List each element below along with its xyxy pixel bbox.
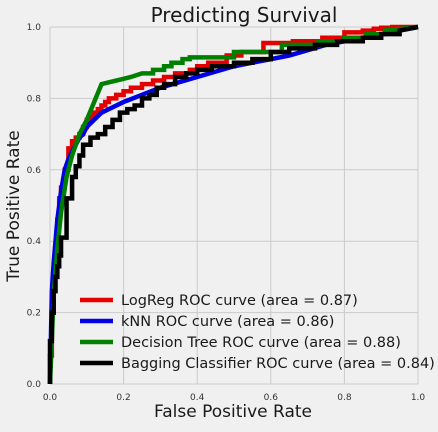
roc-curve-1: [47, 24, 419, 385]
legend-label-3: Bagging Classifier ROC curve (area = 0.8…: [121, 356, 435, 372]
curves: [47, 24, 419, 385]
x-tick-label: 0.8: [337, 393, 352, 403]
y-tick-label: 1.0: [27, 23, 42, 33]
y-tick-label: 0.0: [27, 380, 42, 390]
x-tick-label: 0.2: [116, 393, 130, 403]
legend-label-1: kNN ROC curve (area = 0.86): [121, 314, 334, 330]
legend-label-0: LogReg ROC curve (area = 0.87): [121, 293, 358, 309]
legend: LogReg ROC curve (area = 0.87) kNN ROC cu…: [80, 293, 435, 372]
grid: [49, 26, 419, 385]
x-tick-label: 0.4: [190, 393, 205, 403]
legend-label-2: Decision Tree ROC curve (area = 0.88): [121, 335, 401, 351]
y-tick-label: 0.8: [27, 94, 42, 104]
y-tick-label: 0.4: [27, 237, 42, 247]
chart-title: Predicting Survival: [151, 3, 338, 27]
x-axis-label: False Positive Rate: [154, 402, 312, 422]
roc-curve-0: [47, 24, 418, 384]
roc-curve-2: [47, 24, 419, 385]
y-axis-label: True Positive Rate: [4, 130, 24, 282]
x-tick-label: 0.6: [264, 393, 279, 403]
x-tick-label: 1.0: [411, 393, 426, 403]
roc-curve-3: [47, 24, 419, 384]
x-tick-label: 0.0: [43, 393, 58, 403]
y-tick-label: 0.2: [27, 309, 41, 319]
y-tick-label: 0.6: [27, 166, 42, 176]
tick-labels: 0.0 0.2 0.4 0.6 0.8 1.0 0.0 0.2 0.4 0.6 0.8 1.0: [27, 23, 426, 403]
